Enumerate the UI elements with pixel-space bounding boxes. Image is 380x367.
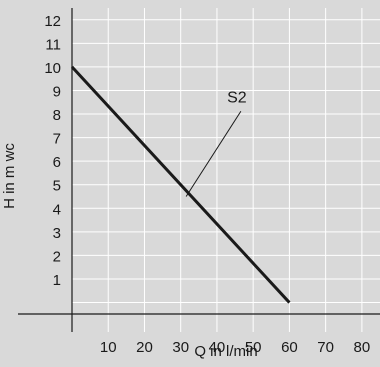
- x-tick-label: 80: [354, 339, 371, 356]
- x-tick-label: 70: [317, 339, 334, 356]
- series-label: S2: [227, 89, 247, 106]
- x-tick-label: 40: [209, 339, 226, 356]
- y-tick-label: 8: [53, 107, 61, 124]
- y-tick-label: 1: [53, 272, 61, 289]
- y-tick-label: 12: [44, 13, 61, 30]
- axes: [18, 8, 380, 332]
- y-tick-label: 6: [53, 154, 61, 171]
- y-axis-label: H in m wc: [1, 143, 18, 209]
- y-tick-label: 2: [53, 248, 61, 265]
- y-tick-label: 9: [53, 83, 61, 100]
- x-axis-label: Q in l/min: [194, 343, 257, 360]
- grid: [72, 8, 380, 332]
- x-tick-label: 10: [100, 339, 117, 356]
- y-tick-label: 11: [45, 36, 61, 53]
- x-tick-label: 60: [281, 339, 298, 356]
- y-tick-label: 10: [44, 60, 61, 77]
- y-tick-label: 7: [53, 131, 61, 148]
- series: [70, 65, 291, 304]
- series-line-s2: [70, 65, 291, 304]
- x-tick-label: 50: [245, 339, 262, 356]
- x-tick-label: 30: [172, 339, 189, 356]
- y-tick-label: 5: [53, 178, 61, 195]
- annotations: S2: [185, 89, 247, 197]
- x-tick-label: 20: [136, 339, 153, 356]
- y-tick-label: 3: [53, 225, 61, 242]
- annotation-leader-line: [185, 110, 242, 197]
- y-tick-label: 4: [53, 201, 61, 218]
